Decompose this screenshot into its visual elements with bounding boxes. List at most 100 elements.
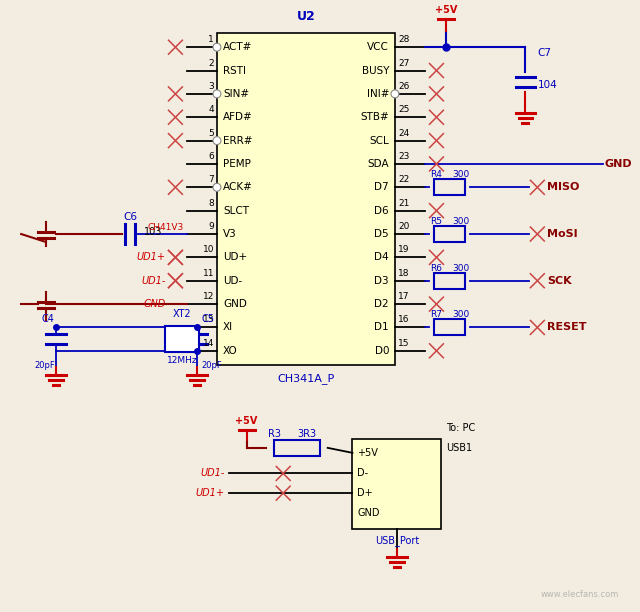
Text: 20pF: 20pF [34,361,55,370]
Text: ACK#: ACK# [223,182,253,192]
Text: ERR#: ERR# [223,136,252,146]
Text: C4: C4 [42,315,55,324]
Bar [164,326,199,352]
Text: R5: R5 [431,217,442,226]
Text: SDA: SDA [367,159,389,169]
Text: CH41V3: CH41V3 [147,223,183,232]
Text: GND: GND [143,299,166,309]
Text: 300: 300 [452,217,470,226]
Text: SLCT: SLCT [223,206,249,215]
Text: USB1: USB1 [446,443,472,453]
Text: D4: D4 [374,252,389,263]
Text: PEMP: PEMP [223,159,251,169]
Text: D-: D- [357,468,369,479]
Text: D2: D2 [374,299,389,309]
Circle shape [213,184,221,192]
Text: UD1-: UD1- [200,468,225,479]
Text: 9: 9 [208,222,214,231]
Text: 14: 14 [203,339,214,348]
Bar [274,440,321,456]
Text: D6: D6 [374,206,389,215]
Text: D+: D+ [357,488,373,498]
Text: 3R3: 3R3 [298,429,317,439]
Text: 20: 20 [398,222,410,231]
Text: 3: 3 [208,82,214,91]
Text: GND: GND [357,508,380,518]
Bar [353,439,442,529]
Text: 6: 6 [208,152,214,161]
Text: R4: R4 [431,170,442,179]
Text: 300: 300 [452,264,470,273]
Bar [433,179,465,195]
Text: To: PC: To: PC [446,424,476,433]
Text: D5: D5 [374,229,389,239]
Text: UD1+: UD1+ [136,252,166,263]
Circle shape [213,43,221,51]
Text: SCK: SCK [547,276,572,286]
Text: R7: R7 [431,310,442,319]
Text: UD-: UD- [223,276,242,286]
Circle shape [213,136,221,144]
Text: INI#: INI# [367,89,389,99]
Text: AFD#: AFD# [223,112,253,122]
Text: 21: 21 [398,199,410,207]
Text: CH341A_P: CH341A_P [277,373,335,384]
Text: 10: 10 [202,245,214,255]
Text: 23: 23 [398,152,410,161]
Text: 18: 18 [398,269,410,278]
Text: 2: 2 [209,59,214,67]
Text: 8: 8 [208,199,214,207]
Text: RESET: RESET [547,323,587,332]
Text: ACT#: ACT# [223,42,252,52]
Text: UD+: UD+ [223,252,247,263]
Text: 28: 28 [398,35,410,44]
Text: SIN#: SIN# [223,89,249,99]
Text: V3: V3 [223,229,237,239]
Text: USB_Port: USB_Port [375,535,419,546]
Text: D7: D7 [374,182,389,192]
Text: 24: 24 [398,129,409,138]
Text: +5V: +5V [236,416,258,426]
Bar [217,33,395,365]
Bar [433,319,465,335]
Text: 26: 26 [398,82,410,91]
Text: BUSY: BUSY [362,65,389,75]
Text: www.elecfans.com: www.elecfans.com [541,590,620,599]
Text: 7: 7 [208,175,214,184]
Text: 104: 104 [538,80,557,90]
Text: 25: 25 [398,105,410,114]
Text: 27: 27 [398,59,410,67]
Text: 12MHz: 12MHz [166,356,197,365]
Text: MISO: MISO [547,182,580,192]
Text: 4: 4 [209,105,214,114]
Text: 16: 16 [398,315,410,324]
Text: C5: C5 [201,315,214,324]
Text: RSTI: RSTI [223,65,246,75]
Text: GND: GND [605,159,632,169]
Circle shape [213,90,221,98]
Text: D0: D0 [374,346,389,356]
Text: 12: 12 [203,292,214,301]
Text: 300: 300 [452,310,470,319]
Text: 103: 103 [144,227,162,237]
Text: XO: XO [223,346,237,356]
Bar [433,226,465,242]
Text: STB#: STB# [360,112,389,122]
Text: XT2: XT2 [173,310,191,319]
Text: 11: 11 [202,269,214,278]
Text: D1: D1 [374,323,389,332]
Text: 1: 1 [208,35,214,44]
Text: U2: U2 [296,10,316,23]
Text: 19: 19 [398,245,410,255]
Text: D3: D3 [374,276,389,286]
Text: +5V: +5V [435,6,458,15]
Bar [433,273,465,289]
Text: 5: 5 [208,129,214,138]
Text: VCC: VCC [367,42,389,52]
Text: +5V: +5V [357,448,378,458]
Text: GND: GND [223,299,247,309]
Text: SCL: SCL [369,136,389,146]
Text: 17: 17 [398,292,410,301]
Text: 13: 13 [202,315,214,324]
Text: 22: 22 [398,175,409,184]
